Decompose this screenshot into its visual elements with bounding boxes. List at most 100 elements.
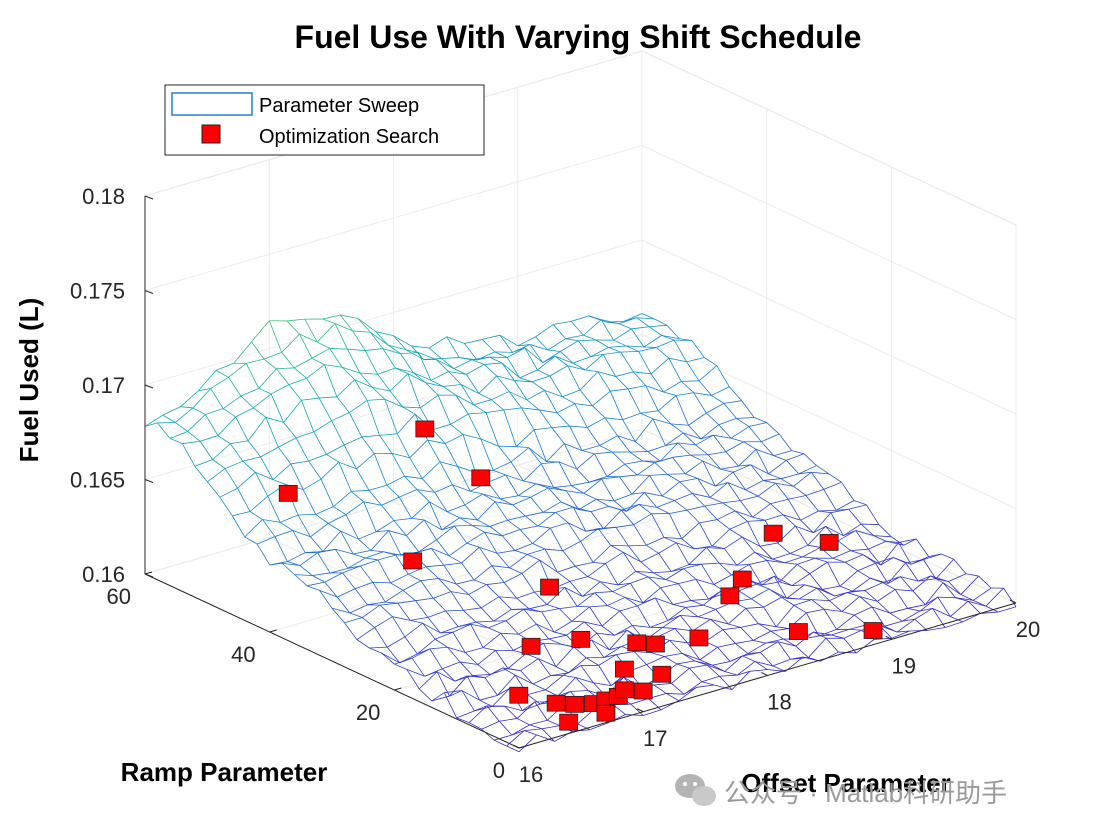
surface-edge xyxy=(909,630,928,632)
surface-edge xyxy=(635,570,654,574)
surface-edge xyxy=(891,536,905,546)
surface-edge xyxy=(480,607,494,622)
surface-edge xyxy=(884,620,903,627)
surface-edge xyxy=(710,619,724,630)
surface-edge xyxy=(478,375,497,394)
surface-edge xyxy=(670,423,684,434)
surface-edge xyxy=(740,495,759,502)
surface-edge xyxy=(664,653,683,657)
surface-edge xyxy=(527,554,540,561)
surface-edge xyxy=(557,565,576,573)
surface-edge xyxy=(507,668,521,672)
surface-edge xyxy=(262,519,276,537)
surface-edge xyxy=(563,443,578,470)
surface-edge xyxy=(465,647,484,653)
surface-edge xyxy=(322,530,341,552)
surface-edge xyxy=(441,517,460,531)
surface-edge xyxy=(626,345,644,348)
legend[interactable]: Parameter Sweep Optimization Search xyxy=(164,84,485,156)
surface-edge xyxy=(768,473,782,480)
surface-edge xyxy=(601,625,615,636)
surface-edge xyxy=(228,363,247,378)
surface-edge xyxy=(336,379,355,398)
surface-edge xyxy=(749,669,768,672)
surface-edge xyxy=(344,617,363,624)
surface-edge xyxy=(836,508,849,511)
surface-edge xyxy=(389,373,409,392)
surface-edge xyxy=(542,351,561,363)
surface-edge xyxy=(336,396,350,413)
surface-edge xyxy=(420,394,439,409)
surface-edge xyxy=(539,559,558,573)
surface-edge xyxy=(686,357,705,363)
surface-edge xyxy=(627,385,646,390)
surface-edge xyxy=(484,677,498,696)
surface-edge xyxy=(761,441,775,456)
surface-edge xyxy=(775,605,795,627)
surface-edge xyxy=(887,562,907,584)
surface-edge xyxy=(549,527,564,551)
surface-edge xyxy=(633,524,647,546)
surface-edge xyxy=(365,551,384,559)
surface-edge xyxy=(263,352,282,360)
surface-edge xyxy=(286,320,300,335)
surface-edge xyxy=(571,485,585,494)
surface-edge xyxy=(425,566,439,579)
surface-edge xyxy=(935,558,954,580)
surface-edge xyxy=(678,578,697,584)
surface-edge xyxy=(212,459,226,469)
surface-edge xyxy=(421,461,441,479)
surface-edge xyxy=(631,492,645,495)
surface-edge xyxy=(490,668,509,675)
surface-edge xyxy=(594,451,613,455)
surface-edge xyxy=(645,385,664,393)
surface-edge xyxy=(809,561,828,574)
surface-edge xyxy=(654,462,668,475)
surface-edge xyxy=(736,417,755,419)
surface-edge xyxy=(745,608,759,624)
legend-label-search: Optimization Search xyxy=(259,126,439,148)
surface-edge xyxy=(253,407,267,418)
surface-edge xyxy=(494,351,508,358)
surface-edge xyxy=(395,554,409,575)
surface-edge xyxy=(684,460,704,475)
surface-edge xyxy=(707,454,721,470)
optimization-marker xyxy=(521,637,541,655)
surface-edge xyxy=(825,526,844,537)
surface-edge xyxy=(290,463,304,490)
surface-edge xyxy=(752,630,772,641)
surface-edge xyxy=(312,572,331,576)
surface-edge xyxy=(361,604,381,618)
surface-edge xyxy=(537,512,556,527)
surface-edge xyxy=(472,675,486,679)
surface-edge xyxy=(631,326,650,330)
surface-edge xyxy=(541,725,560,730)
surface-edge xyxy=(340,530,354,555)
surface-edge xyxy=(404,475,418,490)
surface-edge xyxy=(491,565,510,569)
surface-edge xyxy=(631,328,645,348)
grid-line xyxy=(144,428,643,575)
surface-edge xyxy=(493,469,506,476)
surface-edge xyxy=(636,317,650,328)
optimization-marker xyxy=(596,704,616,722)
surface-edge xyxy=(757,495,771,505)
surface-edge xyxy=(732,464,751,473)
surface-edge xyxy=(789,544,809,554)
surface-edge xyxy=(367,398,385,401)
surface-edge xyxy=(727,607,747,625)
surface-edge xyxy=(882,582,896,590)
surface-edge xyxy=(263,358,277,370)
surface-edge xyxy=(468,584,487,595)
surface-edge xyxy=(765,514,784,521)
surface-edge xyxy=(813,631,827,639)
surface-edge xyxy=(665,432,684,446)
surface-edge xyxy=(583,334,597,341)
surface-edge xyxy=(253,393,272,409)
surface-edge xyxy=(832,550,851,559)
surface-edge xyxy=(719,562,737,566)
surface-edge xyxy=(677,442,691,456)
surface-edge xyxy=(424,668,443,677)
surface-edge xyxy=(663,381,682,393)
